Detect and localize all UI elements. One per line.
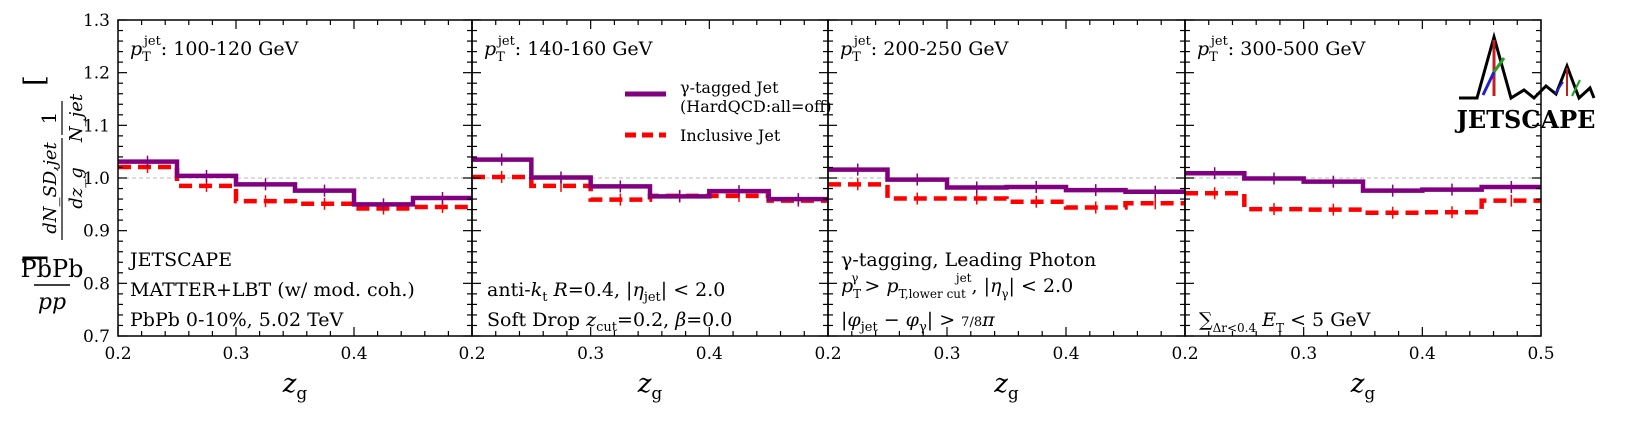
annotation-softdrop: Soft Drop zcut=0.2, β=0.0 [487, 309, 732, 335]
ylabel-ratio-denominator: pp [38, 290, 66, 315]
panel-title: pTjet: 140-160 GeV [484, 34, 653, 65]
ylabel-njet: N_jet [66, 93, 87, 143]
legend-inclusive-label: Inclusive Jet [680, 126, 781, 145]
panel-140-160: 0.2 0.3 0.4 zg pTjet: 140-160 GeV anti-kt R=0… [458, 19, 829, 404]
panel-title: pTjet: 300-500 GeV [1197, 34, 1366, 65]
ylabel-ratio-numerator: PbPb [20, 255, 83, 283]
annotation-system: PbPb 0-10%, 5.02 TeV [130, 309, 344, 331]
inclusive-step-line [1185, 191, 1541, 216]
inclusive-step-line [828, 182, 1185, 210]
x-tick-label: 0.5 [1527, 344, 1554, 364]
y-tick-label: 1.3 [83, 11, 110, 31]
x-tick-label: 0.2 [458, 344, 485, 364]
annotation-isolation: ∑Δr<0.4 ET < 5 GeV [1199, 309, 1371, 335]
y-tick-label: 1.1 [83, 116, 110, 136]
logo-text: JETSCAPE [1455, 105, 1596, 134]
y-tick-label: 0.9 [83, 222, 110, 242]
jetscape-logo: JETSCAPE [1455, 31, 1596, 134]
ylabel-dn: dN_SD,jet [40, 141, 61, 233]
y-tick-label: 0.8 [83, 274, 110, 294]
y-tick-label: 0.7 [83, 327, 110, 347]
x-axis-label: zg [993, 369, 1019, 404]
x-tick-label: 0.3 [933, 344, 960, 364]
gamma-tagged-step-line [472, 157, 828, 202]
ylabel-one: 1 [37, 112, 61, 125]
annotation-model: MATTER+LBT (w/ mod. coh.) [130, 279, 415, 301]
x-axis-label: zg [1350, 369, 1376, 404]
x-tick-label: 0.4 [340, 344, 367, 364]
panel-100-120: 0.2 0.3 0.4 0.7 0.8 0.9 1.0 1.1 1.2 1.3 zg pTjet: 1… [83, 11, 473, 404]
panel-200-250: 0.2 0.3 0.4 zg pTjet: 200-250 GeV γ-tagging, … [814, 19, 1186, 404]
panel-300-500: 0.2 0.3 0.4 0.5 zg pTjet: 300-500 GeV ∑Δr<0.4 … [1171, 19, 1555, 404]
x-tick-label: 0.3 [222, 344, 249, 364]
x-tick-label: 0.4 [1052, 344, 1079, 364]
annotation-collaboration: JETSCAPE [128, 249, 232, 271]
annotation-pt-cut: pTγ > pT,lower cutjet, |ηγ| < 2.0 [841, 271, 1073, 301]
y-tick-label: 1.0 [83, 169, 110, 189]
annotation-jet-algorithm: anti-kt R=0.4, |ηjet| < 2.0 [487, 279, 725, 305]
inclusive-step-line [118, 164, 472, 211]
x-axis-label: zg [282, 369, 308, 404]
svg-text:]: ] [18, 254, 51, 265]
x-tick-label: 0.3 [1290, 344, 1317, 364]
annotation-gamma-tagging: γ-tagging, Leading Photon [841, 249, 1096, 271]
x-tick-label: 0.4 [696, 344, 723, 364]
x-tick-label: 0.4 [1409, 344, 1436, 364]
legend-gamma-label: γ-tagged Jet [680, 78, 779, 97]
gamma-tagged-step-line [118, 159, 472, 207]
gamma-tagged-step-line [828, 167, 1185, 194]
x-tick-label: 0.2 [104, 344, 131, 364]
panel-title: pTjet: 100-120 GeV [130, 34, 299, 65]
ylabel-dzg: dz_g [66, 167, 87, 209]
x-tick-label: 0.3 [577, 344, 604, 364]
gamma-tagged-step-line [1185, 171, 1541, 193]
legend: γ-tagged Jet (HardQCD:all=off) Inclusive… [625, 78, 832, 145]
y-tick-label: 1.2 [83, 64, 110, 84]
x-axis-label: zg [637, 369, 663, 404]
legend-gamma-sublabel: (HardQCD:all=off) [680, 97, 832, 116]
x-tick-label: 0.2 [1171, 344, 1198, 364]
panel-title: pTjet: 200-250 GeV [840, 34, 1009, 65]
y-axis-label: PbPb pp [ ] 1 N_jet dN_SD,jet dz_g [18, 75, 87, 315]
x-tick-label: 0.2 [814, 344, 841, 364]
annotation-phi-cut: |φjet − φγ| > 7/8π [841, 309, 995, 335]
svg-text:[: [ [18, 75, 51, 86]
